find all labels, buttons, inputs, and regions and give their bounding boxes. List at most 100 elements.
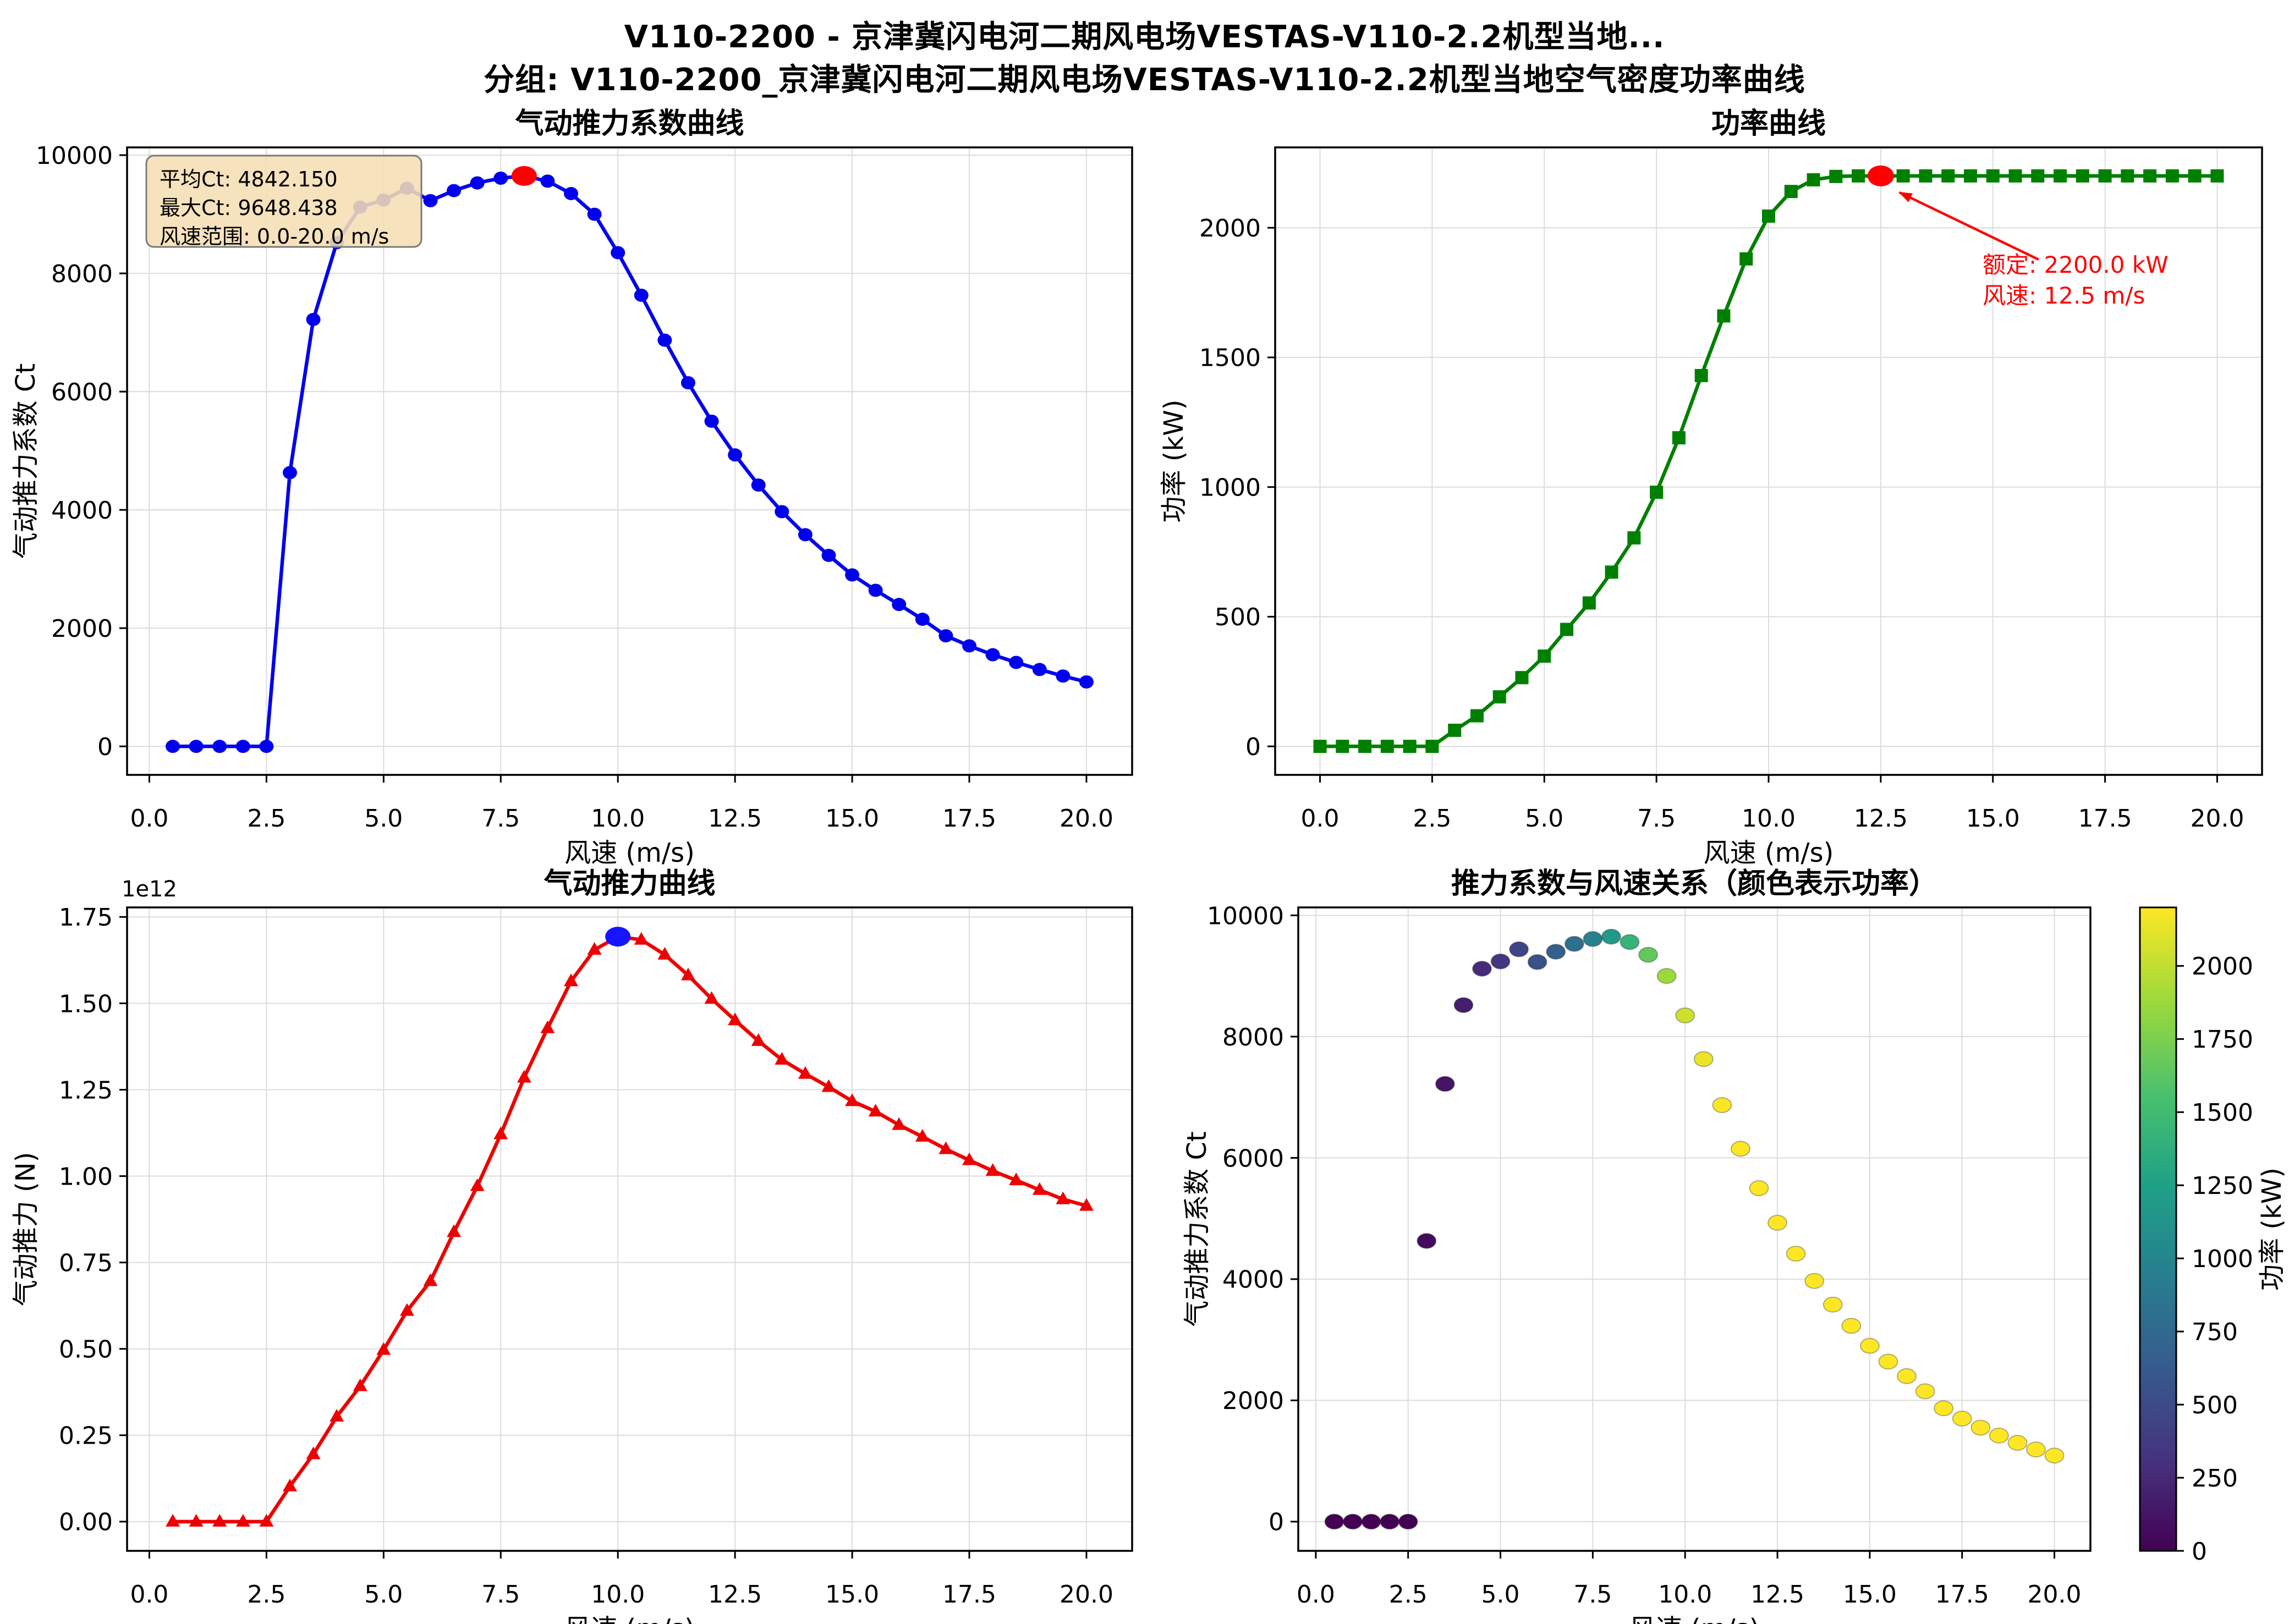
x-tick-label: 2.5 (1413, 805, 1451, 833)
axes-spines (126, 906, 1133, 1552)
data-point-marker (892, 598, 907, 612)
y-tick-label: 10000 (1207, 902, 1284, 930)
data-point-marker (2008, 169, 2022, 183)
data-point-marker (751, 478, 766, 492)
panel-ct-curve: 0.0 2.5 5.0 7.5 10.0 12.5 15.0 17.5 20.0 0 2000 400… (10, 107, 1133, 868)
x-tick-label: 15.0 (1843, 1581, 1897, 1609)
x-axis-label: 风速 (m/s) (1629, 1614, 1760, 1624)
data-point-marker (1336, 740, 1349, 753)
data-point-marker (1986, 169, 2000, 183)
data-point-marker (259, 740, 274, 753)
data-point-marker (680, 967, 695, 981)
data-point-marker (868, 583, 883, 597)
data-point-marker (2054, 169, 2067, 183)
colorbar-tick-label: 0 (2192, 1538, 2207, 1566)
colorbar-tick-label: 500 (2192, 1391, 2238, 1419)
data-point-marker (1358, 740, 1372, 753)
data-point-marker (938, 629, 953, 643)
y-tick-label: 2000 (1222, 1387, 1284, 1415)
data-point-marker (798, 528, 813, 542)
data-point-marker (1739, 252, 1753, 266)
axes-spines (126, 146, 1133, 776)
x-tick-label: 10.0 (1658, 1581, 1712, 1609)
x-tick-label: 10.0 (591, 805, 645, 833)
y-tick-label: 0.00 (59, 1509, 113, 1537)
data-point-marker (1056, 1191, 1071, 1204)
scatter-point (1343, 1513, 1363, 1530)
colorbar: 0 250 500 750 1000 1250 1500 1750 2000 功率 (kW) (2139, 906, 2287, 1566)
panel-title: 气动推力系数曲线 (515, 107, 744, 140)
rated-annotation-text: 额定: 2200.0 kW (1983, 251, 2169, 278)
scatter-point (1398, 1513, 1418, 1530)
data-point-marker (845, 568, 860, 582)
x-tick-label: 7.5 (1637, 805, 1676, 833)
scatter-point (1675, 1007, 1695, 1023)
data-point-marker (704, 991, 719, 1004)
scatter-point (1509, 941, 1529, 957)
data-point-marker (564, 186, 579, 200)
data-point-marker (306, 1446, 321, 1460)
x-tick-label: 0.0 (1301, 805, 1340, 833)
colorbar-label: 功率 (kW) (2257, 1168, 2287, 1291)
scatter-point (1417, 1232, 1437, 1249)
data-point-marker (1425, 740, 1439, 753)
scatter-point (1712, 1097, 1732, 1113)
rated-annotation-arrow (1898, 191, 2039, 261)
data-point-marker (611, 246, 625, 260)
scatter-point (1989, 1427, 2009, 1444)
scatter-point (1435, 1076, 1455, 1092)
x-tick-label: 2.5 (247, 1581, 286, 1609)
data-point-marker (353, 1378, 367, 1391)
data-point-marker (1784, 185, 1798, 199)
x-axis-label: 风速 (m/s) (564, 1614, 695, 1624)
x-tick-label: 2.5 (1389, 1581, 1428, 1609)
data-point-marker (2188, 169, 2202, 183)
scatter-point (1527, 954, 1547, 970)
data-point-marker (985, 1163, 1000, 1176)
data-point-marker (166, 1513, 180, 1527)
panel-title: 气动推力曲线 (544, 867, 715, 900)
scatter-point (2007, 1435, 2028, 1451)
scatter-point (1361, 1513, 1381, 1530)
data-point-marker (1650, 486, 1664, 499)
data-point-marker (845, 1093, 860, 1106)
data-point-marker (775, 1052, 789, 1065)
x-tick-label: 7.5 (481, 1581, 520, 1609)
arrowhead (1898, 191, 1913, 202)
x-tick-label: 2.5 (247, 805, 286, 833)
data-point-marker (1963, 169, 1977, 183)
colorbar-tick-label: 250 (2192, 1465, 2238, 1493)
data-point-marker (306, 312, 321, 326)
scatter-point (1546, 944, 1566, 960)
thrust-curve-markers (166, 929, 1094, 1527)
panel-power-curve: 额定: 2200.0 kW 风速: 12.5 m/s 0.0 2.5 5.0 7.5 10.… (1159, 107, 2263, 868)
data-point-marker (634, 288, 649, 302)
x-tick-label: 20.0 (1060, 805, 1113, 833)
y-tick-label: 500 (1215, 603, 1261, 631)
scatter-point (1564, 935, 1584, 952)
data-point-marker (1582, 596, 1596, 610)
data-point-marker (470, 1178, 485, 1191)
data-point-marker (1941, 169, 1955, 183)
scatter-point (1841, 1318, 1862, 1334)
data-point-marker (1605, 565, 1618, 579)
rated-point (1867, 165, 1894, 186)
ct-curve-markers (166, 169, 1094, 753)
x-tick-label: 20.0 (1060, 1581, 1113, 1609)
data-point-marker (775, 505, 789, 519)
data-point-marker (962, 639, 977, 653)
data-point-marker (2165, 169, 2179, 183)
y-tick-label: 4000 (51, 497, 113, 525)
scatter-point (1583, 931, 1603, 947)
data-point-marker (399, 1303, 414, 1316)
scatter-point (1601, 928, 1621, 945)
grid-lines (1275, 147, 2262, 775)
figure-suptitle-line2: 分组: V110-2200_京津冀闪电河二期风电场VESTAS-V110-2.2… (484, 62, 1805, 98)
x-tick-label: 15.0 (825, 1581, 879, 1609)
data-point-marker (447, 184, 462, 197)
data-point-marker (1627, 531, 1641, 545)
data-point-marker (962, 1152, 977, 1165)
scatter-point (1693, 1051, 1714, 1067)
data-point-marker (868, 1104, 883, 1117)
